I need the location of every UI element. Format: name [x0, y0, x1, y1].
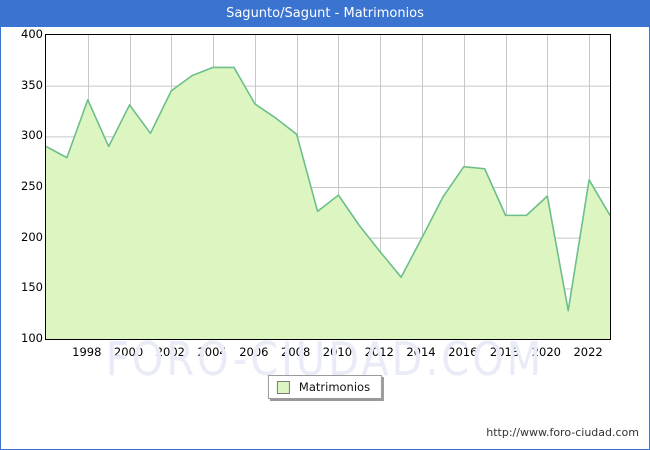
x-tick-label: 2018 — [489, 345, 520, 359]
y-tick-label: 150 — [21, 280, 43, 295]
y-tick-label: 400 — [21, 27, 43, 41]
y-tick-label: 300 — [21, 128, 43, 143]
x-tick-label: 2020 — [531, 345, 561, 359]
legend-swatch-matrimonios — [276, 380, 290, 394]
plot-area — [45, 34, 611, 340]
x-tick-label: 2002 — [155, 345, 185, 359]
y-tick-label: 200 — [21, 229, 43, 244]
x-tick-label: 1998 — [72, 345, 102, 359]
chart-title-bar: Sagunto/Sagunt - Matrimonios — [1, 1, 649, 27]
y-tick-label: 100 — [21, 331, 43, 345]
y-tick-label: 250 — [21, 179, 43, 193]
x-axis-tick-labels: 1998 2000 2002 2004 2006 2008 2010 2012 2014 2016… — [1, 27, 649, 449]
x-tick-label: 2004 — [197, 345, 227, 359]
y-axis-tick-labels: 100 150 200 250 300 350 400 — [1, 27, 43, 449]
x-tick-label: 2016 — [448, 345, 478, 359]
source-url: http://www.foro-ciudad.com — [486, 426, 639, 439]
x-tick-label: 2006 — [239, 345, 269, 359]
legend-label-matrimonios: Matrimonios — [298, 380, 371, 394]
x-tick-label: 2022 — [573, 345, 603, 359]
x-tick-label: 2014 — [406, 345, 436, 359]
series-line-matrimonios — [46, 66, 610, 312]
y-tick-label: 350 — [21, 77, 43, 92]
x-tick-label: 2000 — [113, 345, 144, 359]
chart-legend[interactable]: Matrimonios — [267, 375, 383, 399]
series-area-matrimonios — [46, 67, 610, 339]
area-chart-svg — [46, 35, 610, 339]
chart-stage: 100 150 200 250 300 350 400 1998 2000 2002 2004 20… — [1, 27, 649, 449]
x-tick-label: 2012 — [364, 345, 394, 359]
x-tick-label: 2010 — [322, 345, 353, 359]
x-tick-label: 2008 — [281, 345, 311, 359]
